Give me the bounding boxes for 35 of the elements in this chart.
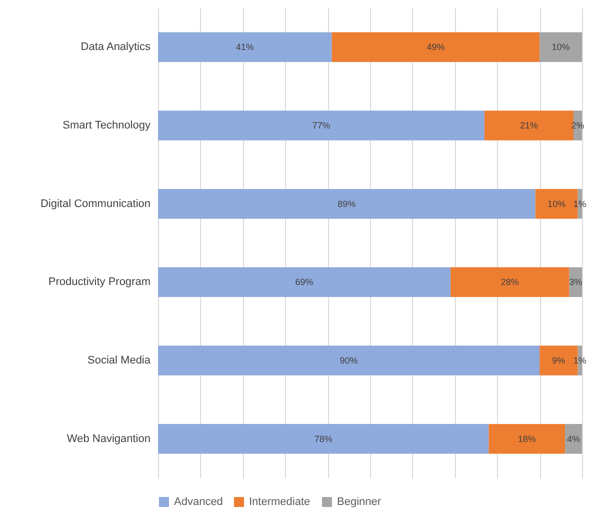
bar [450,267,570,298]
data-label: 18% [518,434,536,444]
data-label: 3% [569,277,582,288]
bar [158,346,540,376]
legend-label: Advanced [174,496,223,508]
bar [565,424,582,454]
data-label: 28% [500,277,519,288]
legend-label: Beginner [337,496,382,508]
data-label: 9% [552,356,566,366]
data-label: 89% [338,198,356,209]
data-label: 41% [236,42,254,52]
bar [158,188,536,219]
y-tick-label: Data Analytics [80,41,151,54]
bar [158,424,489,454]
data-label: 77% [312,120,330,130]
y-tick-label: Smart Technology [62,120,151,132]
bar [332,32,540,62]
bar [540,32,582,62]
bar [158,32,332,62]
data-label: 4% [567,434,580,444]
y-tick-label: Social Media [88,354,152,366]
legend-label: Intermediate [249,496,310,508]
y-tick-label: Web Navigantion [66,432,150,445]
y-tick-label: Productivity Program [48,276,150,288]
data-label: 49% [426,42,445,52]
data-label: 10% [552,42,570,52]
y-tick-label: Digital Communication [40,198,150,210]
bar [488,424,566,454]
data-label: 10% [548,198,566,209]
bar [158,267,451,298]
data-label: 21% [520,120,538,130]
data-label: 90% [340,356,358,366]
bar [158,110,484,140]
data-label: 78% [314,434,332,444]
data-label: 69% [295,277,314,288]
